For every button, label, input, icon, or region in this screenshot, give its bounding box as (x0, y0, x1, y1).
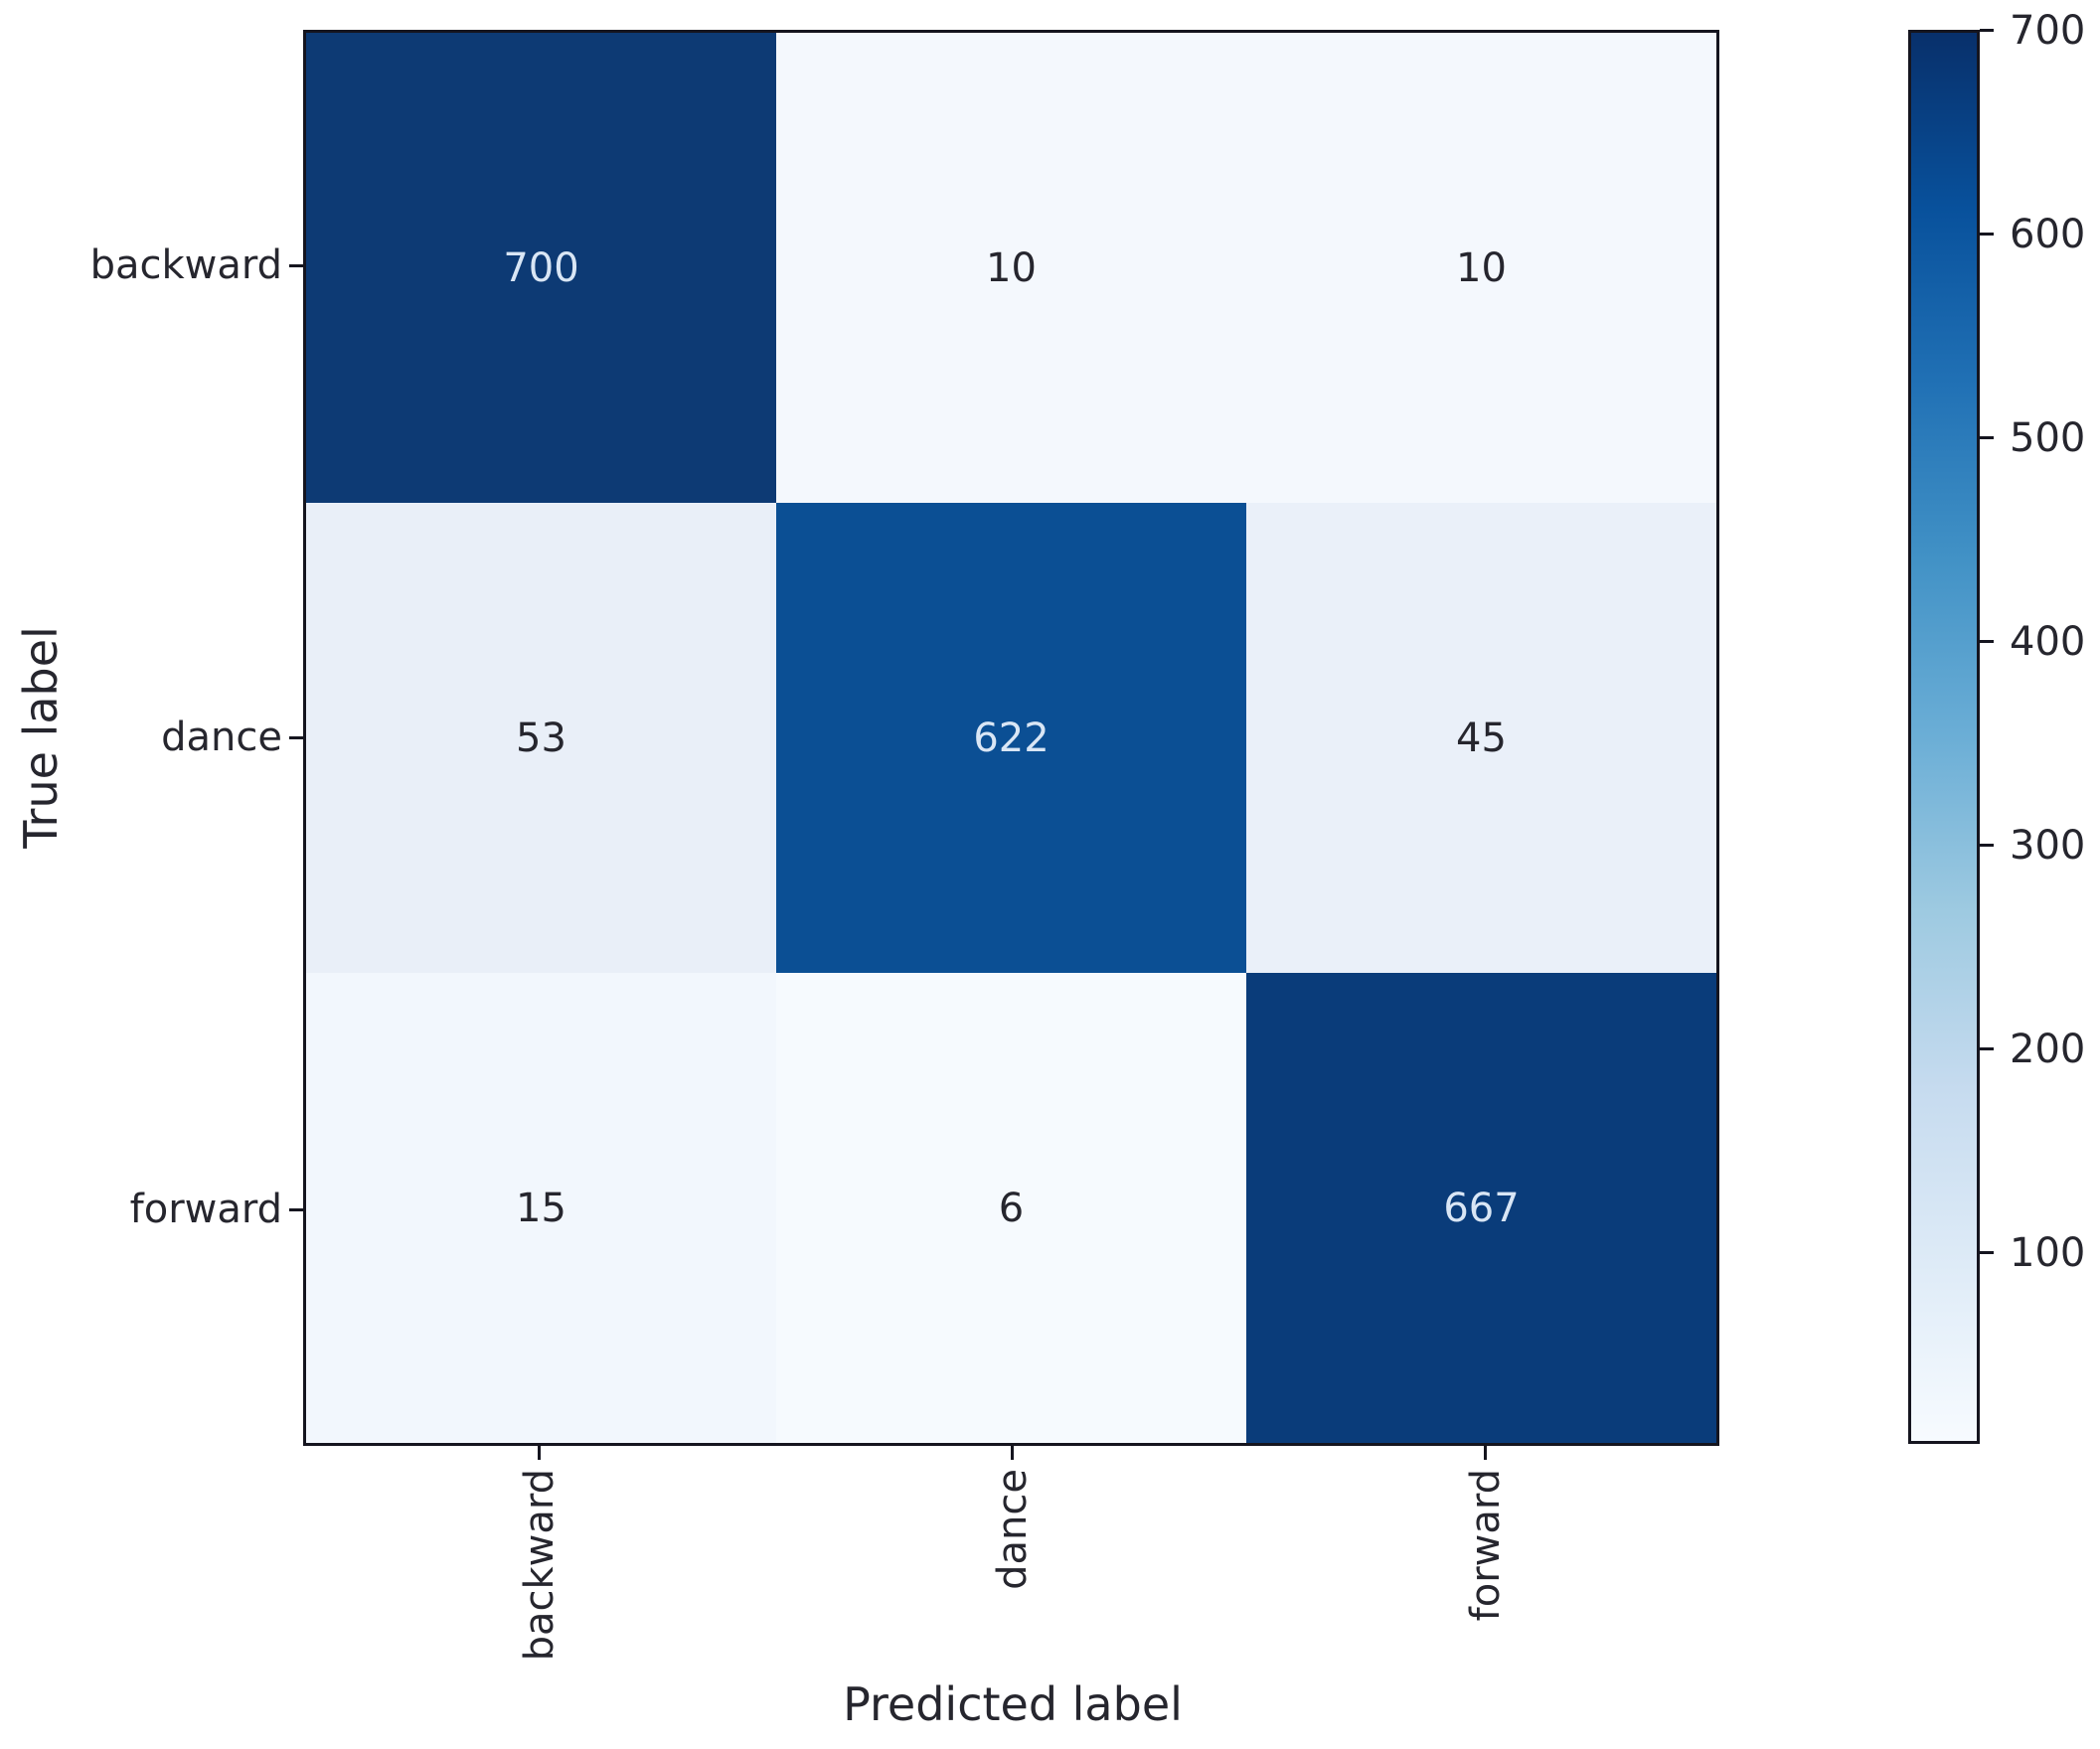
colorbar-tick-label-700: 700 (2010, 8, 2086, 54)
colorbar-gradient (1908, 30, 1980, 1444)
colorbar-tick-label-300: 300 (2010, 823, 2086, 869)
cell-backward-forward: 10 (1246, 33, 1716, 503)
x-tick-mark (1484, 1446, 1487, 1460)
colorbar-tick-mark (1980, 844, 1994, 847)
x-tick-label-backward: backward (517, 1469, 563, 1662)
y-tick-label-forward: forward (129, 1187, 282, 1232)
colorbar-tick-label-200: 200 (2010, 1027, 2086, 1072)
colorbar-tick-mark (1980, 640, 1994, 643)
y-axis-title: True label (14, 626, 68, 849)
colorbar-tick-mark (1980, 436, 1994, 439)
colorbar-tick-mark (1980, 29, 1994, 32)
colorbar-tick-label-400: 400 (2010, 619, 2086, 665)
x-tick-label-dance: dance (990, 1469, 1036, 1590)
y-tick-mark (289, 264, 303, 267)
cell-forward-forward: 667 (1246, 973, 1716, 1443)
colorbar-tick-label-100: 100 (2010, 1230, 2086, 1276)
heatmap-grid: 700 10 10 53 622 45 15 6 667 (303, 30, 1719, 1446)
y-tick-label-backward: backward (89, 242, 282, 288)
y-tick-mark (289, 736, 303, 739)
colorbar-tick-mark (1980, 233, 1994, 236)
cell-forward-backward: 15 (306, 973, 776, 1443)
cell-dance-forward: 45 (1246, 503, 1716, 973)
colorbar-tick-mark (1980, 1047, 1994, 1050)
colorbar-tick-mark (1980, 1251, 1994, 1254)
x-axis-title: Predicted label (843, 1677, 1183, 1731)
cell-backward-dance: 10 (776, 33, 1246, 503)
y-tick-label-dance: dance (161, 715, 282, 760)
colorbar-tick-label-500: 500 (2010, 415, 2086, 461)
cell-forward-dance: 6 (776, 973, 1246, 1443)
y-tick-mark (289, 1208, 303, 1211)
colorbar-tick-label-600: 600 (2010, 212, 2086, 257)
cell-dance-dance: 622 (776, 503, 1246, 973)
x-tick-mark (538, 1446, 541, 1460)
cell-dance-backward: 53 (306, 503, 776, 973)
x-tick-mark (1011, 1446, 1014, 1460)
cell-backward-backward: 700 (306, 33, 776, 503)
x-tick-label-forward: forward (1463, 1469, 1509, 1622)
